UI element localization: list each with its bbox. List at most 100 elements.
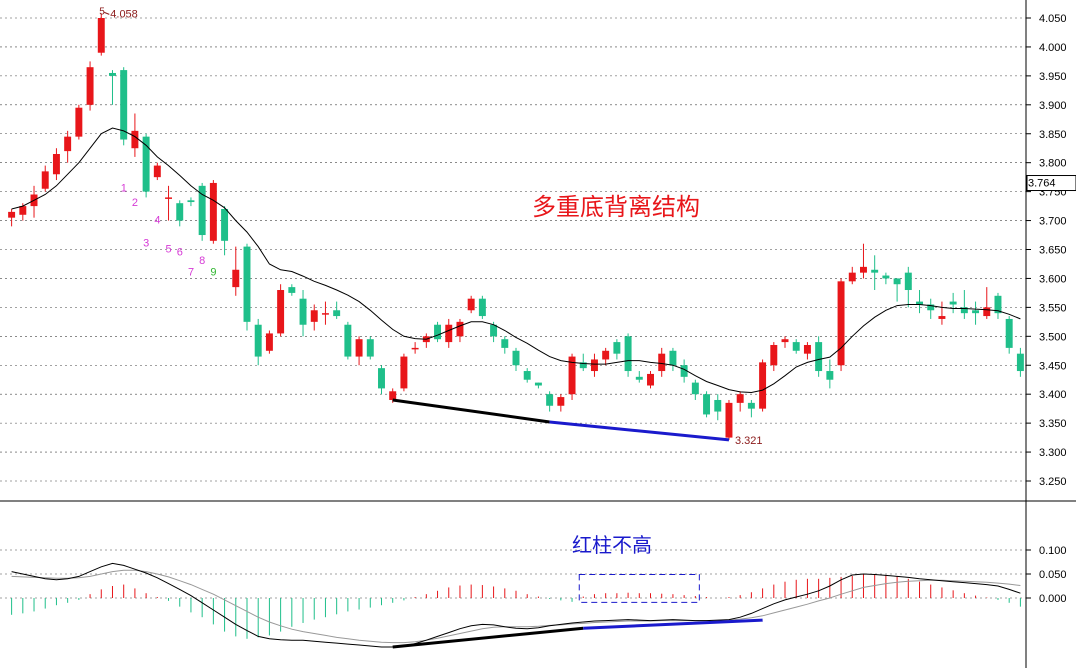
macd-highlight-box <box>578 573 700 603</box>
dif-line <box>11 562 1021 648</box>
current-price-box <box>1026 175 1076 192</box>
candle-down <box>949 301 957 305</box>
candle-down <box>478 298 486 317</box>
candle-down <box>624 336 632 372</box>
candle-down <box>927 304 935 311</box>
price-bottom-line <box>392 398 550 424</box>
candle-down <box>960 307 968 314</box>
candle-up <box>97 18 105 53</box>
sequence-number: 4 <box>154 214 160 226</box>
candle-up <box>445 324 453 343</box>
price-tick-label: 3.300 <box>1039 447 1067 459</box>
candle-down <box>378 368 385 389</box>
candle-down <box>187 200 195 203</box>
candle-down <box>221 208 229 241</box>
high-price-prefix: 5 <box>99 6 105 17</box>
candle-up <box>590 359 598 372</box>
candle-up <box>848 272 856 282</box>
candle-up <box>265 333 273 351</box>
price-tick-label: 3.950 <box>1039 71 1067 83</box>
low-price-label: 3.321 <box>735 435 763 447</box>
candle-down <box>669 350 677 366</box>
dea-line <box>11 569 1021 644</box>
candle-up <box>64 136 72 152</box>
sequence-number: 8 <box>199 255 205 267</box>
candle-down <box>792 342 800 351</box>
candle-down <box>288 287 296 293</box>
candle-down <box>826 371 834 380</box>
candle-up <box>602 350 610 360</box>
candle-up <box>859 266 867 273</box>
candle-down <box>109 72 116 76</box>
candles <box>8 13 1024 440</box>
candle-down <box>972 310 980 314</box>
chart-annotation-title: 多重底背离结构 <box>532 194 700 221</box>
moving-average-line <box>11 127 1021 394</box>
candle-down <box>714 399 722 412</box>
candle-down <box>490 324 498 337</box>
price-tick-label: 3.650 <box>1039 245 1067 257</box>
price-tick-label: 3.600 <box>1039 273 1067 285</box>
candle-down <box>916 301 923 305</box>
candle-up <box>321 313 329 315</box>
macd-tick-label: 0.100 <box>1039 545 1067 557</box>
candle-down <box>747 402 755 409</box>
candle-up <box>759 362 767 409</box>
price-tick-label: 3.850 <box>1039 129 1067 141</box>
candle-down <box>120 70 128 140</box>
candle-down <box>579 362 587 369</box>
price-tick-label: 3.400 <box>1039 389 1067 401</box>
indicator-lines <box>11 127 1021 442</box>
candle-down <box>882 275 890 279</box>
candle-down <box>613 342 621 354</box>
candle-up <box>19 206 27 215</box>
macd-axis: 0.100 0.050 0.000 <box>1026 545 1067 605</box>
candle-up <box>355 339 363 357</box>
price-bottom-line <box>549 420 730 442</box>
candle-down <box>904 272 912 291</box>
candle-down <box>333 310 341 317</box>
candle-up <box>75 107 83 137</box>
candle-up <box>411 347 419 350</box>
sequence-number: 5 <box>166 243 172 255</box>
candle-down <box>198 185 206 236</box>
candle-up <box>781 339 789 343</box>
candle-down <box>703 394 711 415</box>
candle-up <box>389 391 397 400</box>
high-price-label: 4.058 <box>110 8 138 20</box>
candle-down <box>994 295 1002 314</box>
candle-up <box>41 171 49 189</box>
candle-up <box>52 154 60 175</box>
sequence-number: 2 <box>132 197 138 209</box>
price-tick-label: 3.250 <box>1039 476 1067 488</box>
candle-up <box>467 298 475 311</box>
price-tick-label: 3.350 <box>1039 418 1067 430</box>
candle-down <box>546 394 554 406</box>
candle-up <box>86 67 94 105</box>
macd-annotation: 红柱不高 <box>572 534 652 557</box>
candle-up <box>983 307 991 317</box>
candle-up <box>725 402 733 438</box>
candle-up <box>770 344 778 366</box>
macd-bottom-line <box>583 618 763 630</box>
candle-down <box>680 365 688 377</box>
price-tick-label: 4.050 <box>1039 13 1067 25</box>
sequence-number: 6 <box>177 246 183 258</box>
price-tick-label: 3.550 <box>1039 302 1067 314</box>
candle-up <box>803 344 811 354</box>
candle-up <box>400 356 408 389</box>
candle-down <box>815 342 823 372</box>
candle-down <box>534 382 542 386</box>
price-tick-label: 4.000 <box>1039 42 1067 54</box>
candle-down <box>871 269 879 273</box>
candle-up <box>456 321 464 337</box>
candle-up <box>8 211 16 218</box>
macd-tick-label: 0.050 <box>1039 569 1067 581</box>
candle-down <box>434 324 442 340</box>
candle-down <box>893 278 901 285</box>
candle-down <box>512 350 520 366</box>
candle-down <box>1016 353 1024 372</box>
